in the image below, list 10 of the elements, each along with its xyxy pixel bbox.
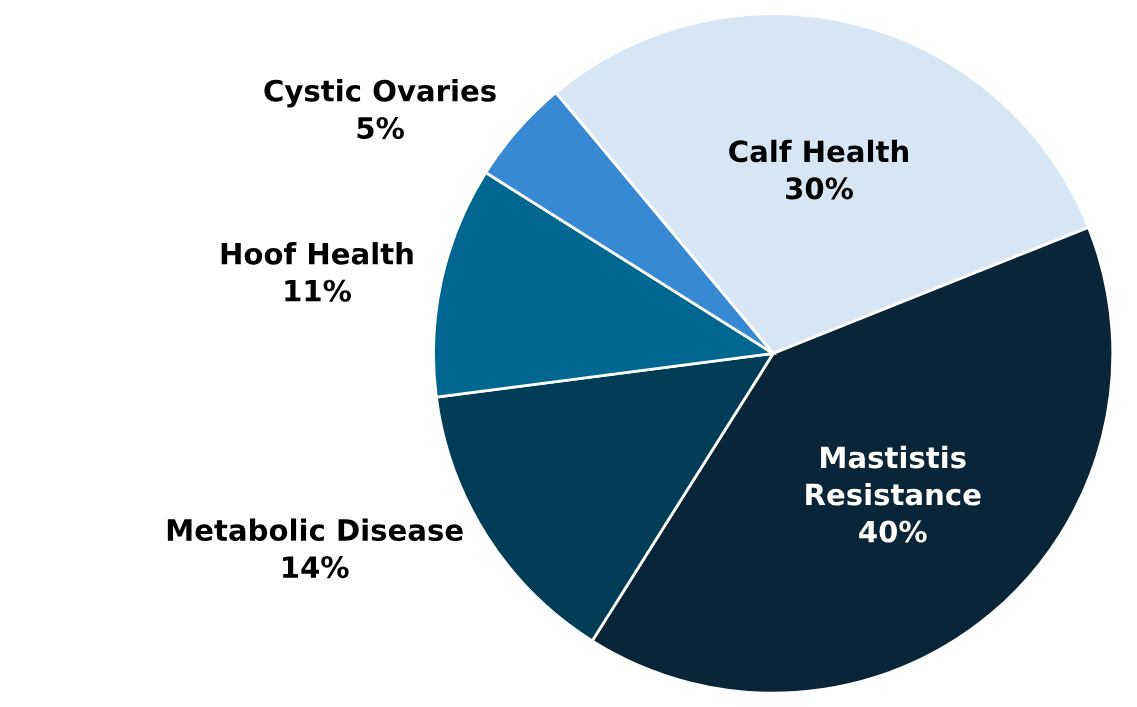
data-label: 11% (285, 279, 351, 302)
data-label: 40% (859, 520, 927, 543)
data-label: 30% (786, 177, 853, 200)
slice-label: Mastistis Resistance (806, 445, 981, 506)
data-label: 5% (357, 116, 404, 140)
slice-label: Metabolic Disease (167, 518, 463, 542)
slice-label: Calf Health (729, 139, 908, 163)
slice-label: Cystic Ovaries (264, 79, 496, 108)
data-label: 14% (283, 556, 349, 579)
slice-label: Hoof Health (221, 242, 413, 265)
